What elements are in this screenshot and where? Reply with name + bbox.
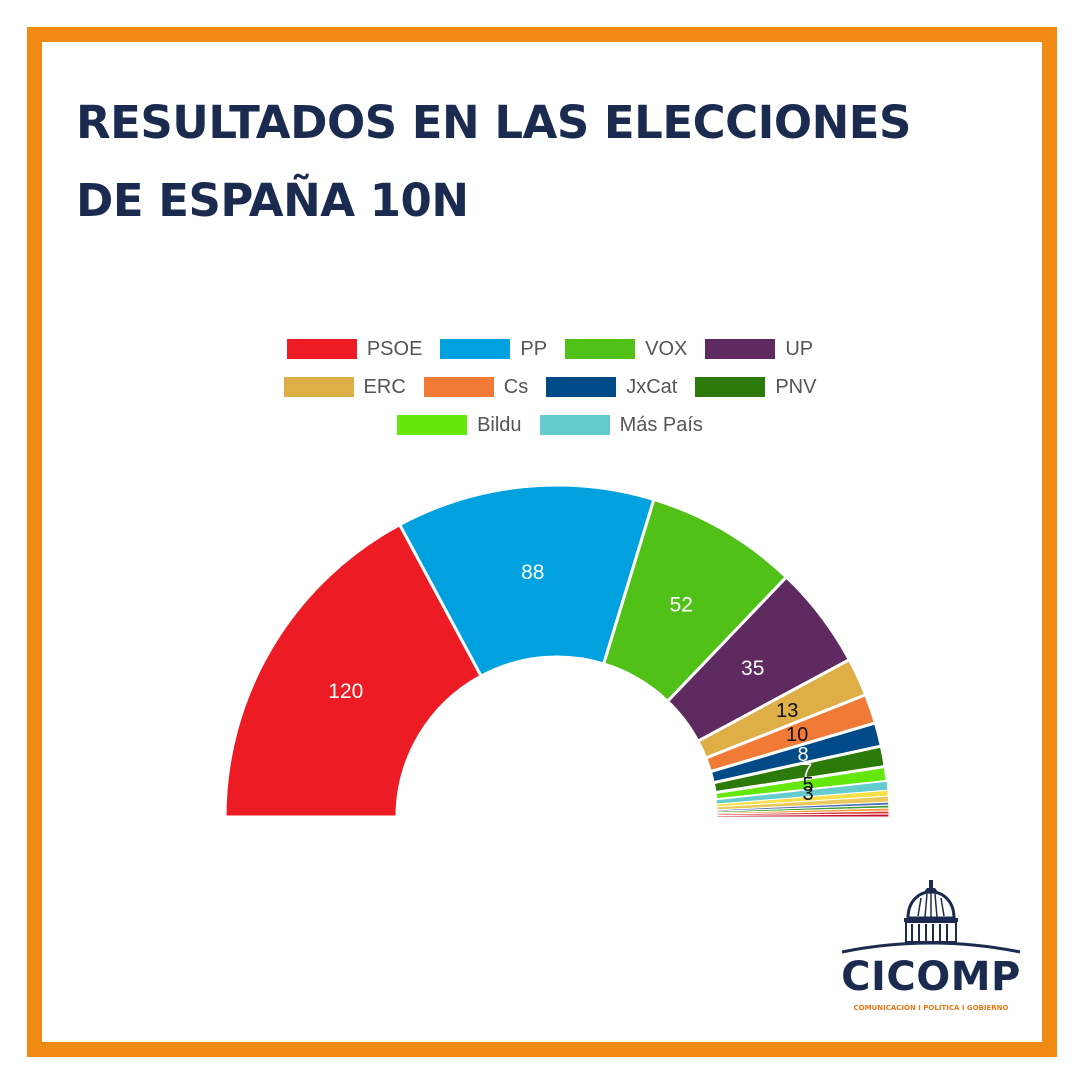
slice-other-16 — [716, 813, 890, 818]
legend-swatch — [286, 339, 357, 359]
legend-label: ERC — [363, 375, 406, 398]
legend-item: PP — [440, 338, 547, 361]
legend-label: JxCat — [626, 375, 678, 398]
slice-label: 35 — [741, 657, 764, 680]
legend-swatch — [539, 415, 610, 435]
legend-label: VOX — [645, 337, 688, 360]
slice-label: 120 — [328, 680, 363, 703]
slice-psoe — [223, 522, 484, 819]
legend-item: PSOE — [286, 337, 423, 361]
chart-legend: PSOE PP VOX UP ERC Cs JxCat PNV Bildu Más País — [240, 330, 860, 444]
chart-slices — [223, 483, 890, 819]
legend-swatch — [695, 377, 766, 397]
legend-item: PNV — [695, 376, 816, 399]
slice-label: 13 — [776, 700, 798, 722]
logo-tagline: COMUNICACIÓN I POLÍTICA I GOBIERNO — [853, 1004, 1009, 1012]
legend-label: PSOE — [366, 337, 423, 360]
legend-label: Cs — [503, 375, 529, 398]
legend-row: PSOE PP VOX UP — [240, 330, 860, 368]
slice-pp — [397, 483, 656, 679]
legend-swatch — [397, 415, 468, 435]
capitol-dome-icon — [841, 880, 1021, 954]
legend-label: PNV — [775, 375, 817, 398]
legend-label: UP — [785, 337, 814, 360]
title-line-2: DE ESPAÑA 10N — [76, 174, 469, 227]
legend-item: VOX — [565, 338, 687, 361]
slice-label: 10 — [786, 724, 808, 746]
legend-swatch — [705, 339, 776, 359]
legend-label: PP — [520, 337, 548, 360]
legend-item: JxCat — [546, 376, 677, 399]
legend-item: Cs — [423, 375, 529, 399]
legend-row: ERC Cs JxCat PNV — [240, 368, 860, 406]
legend-item: UP — [705, 338, 813, 361]
legend-swatch — [423, 377, 494, 397]
legend-item: Bildu — [397, 413, 522, 437]
slice-label: 52 — [670, 594, 693, 617]
cicomp-logo: CICOMP COMUNICACIÓN I POLÍTICA I GOBIERN… — [838, 878, 1024, 1018]
slice-label: 3 — [802, 783, 813, 805]
legend-label: Más País — [619, 413, 703, 436]
slice-label: 5 — [802, 774, 813, 796]
legend-row: Bildu Más País — [240, 406, 860, 444]
slice-label: 8 — [797, 744, 808, 766]
page-title: RESULTADOS EN LAS ELECCIONES DE ESPAÑA 1… — [76, 84, 996, 240]
legend-item: Más País — [539, 413, 703, 437]
slice-label: 88 — [521, 561, 544, 584]
legend-swatch — [565, 339, 636, 359]
legend-label: Bildu — [477, 413, 522, 436]
legend-swatch — [440, 339, 511, 359]
legend-swatch — [283, 377, 354, 397]
logo-wordmark: CICOMP — [841, 954, 1021, 1000]
slice-label: 7 — [801, 761, 812, 783]
legend-swatch — [546, 377, 617, 397]
title-line-1: RESULTADOS EN LAS ELECCIONES — [76, 96, 911, 149]
legend-item: ERC — [283, 375, 406, 399]
